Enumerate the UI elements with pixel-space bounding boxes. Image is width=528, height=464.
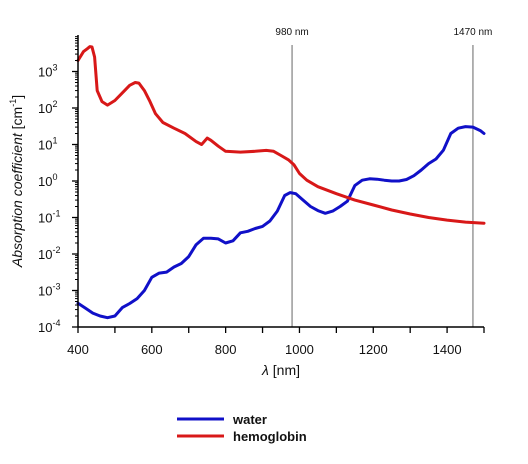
x-tick-label: 400 [67, 342, 89, 357]
x-tick-label: 800 [215, 342, 237, 357]
data-series [76, 45, 486, 320]
y-tick-label-exponent: -1 [52, 209, 60, 219]
series-line-hemoglobin [76, 45, 486, 225]
y-tick-label-base: 10 [38, 247, 52, 262]
x-tick-label: 1200 [359, 342, 388, 357]
y-tick-label-base: 10 [38, 174, 52, 189]
axis-labels: λ [nm]Absorption coefficient [cm-1] [8, 95, 300, 378]
y-tick-label: 101 [38, 136, 57, 153]
y-axis-title-unit-exponent: -1 [8, 99, 18, 107]
legend-label-hemoglobin: hemoglobin [233, 429, 307, 444]
y-tick-label-exponent: -3 [52, 282, 60, 292]
series-line-water [76, 125, 486, 320]
y-tick-label: 10-2 [38, 245, 60, 262]
y-tick-label-exponent: 2 [52, 99, 57, 109]
x-tick-label: 1000 [285, 342, 314, 357]
reference-line-label: 980 nm [275, 27, 308, 38]
legend-label-water: water [232, 412, 267, 427]
reference-lines: 980 nm 1470 nm [275, 27, 492, 327]
y-tick-label-exponent: 1 [52, 136, 57, 146]
y-axis-title-text: Absorption coefficient [9, 132, 25, 268]
y-tick-label-exponent: 0 [52, 172, 57, 182]
y-tick-label-base: 10 [38, 138, 52, 153]
y-tick-label-base: 10 [38, 65, 52, 80]
reference-line-label: 1470 nm [453, 27, 492, 38]
y-tick-label-exponent: -4 [52, 318, 60, 328]
y-axis-title-unit-close: ] [9, 95, 25, 99]
x-tick-label: 600 [141, 342, 163, 357]
legend: water hemoglobin [177, 412, 307, 444]
y-tick-label: 10-1 [38, 209, 60, 226]
x-axis-title: λ [nm] [261, 362, 300, 378]
y-tick-label: 10-3 [38, 282, 60, 299]
x-tick-label: 1400 [433, 342, 462, 357]
y-tick-label-base: 10 [38, 320, 52, 335]
y-tick-label: 100 [38, 172, 57, 189]
y-tick-label-base: 10 [38, 101, 52, 116]
y-axis-title: Absorption coefficient [cm-1] [8, 95, 25, 268]
x-axis-title-symbol: λ [261, 362, 269, 378]
y-tick-label-exponent: 3 [52, 63, 57, 73]
y-tick-label: 103 [38, 63, 57, 80]
y-tick-label-exponent: -2 [52, 245, 60, 255]
y-tick-label-base: 10 [38, 284, 52, 299]
y-axis-title-unit: [cm [9, 107, 25, 133]
y-tick-label: 102 [38, 99, 57, 116]
y-tick-label-base: 10 [38, 211, 52, 226]
x-axis-title-unit: [nm] [269, 362, 300, 378]
y-tick-label: 10-4 [38, 318, 60, 335]
